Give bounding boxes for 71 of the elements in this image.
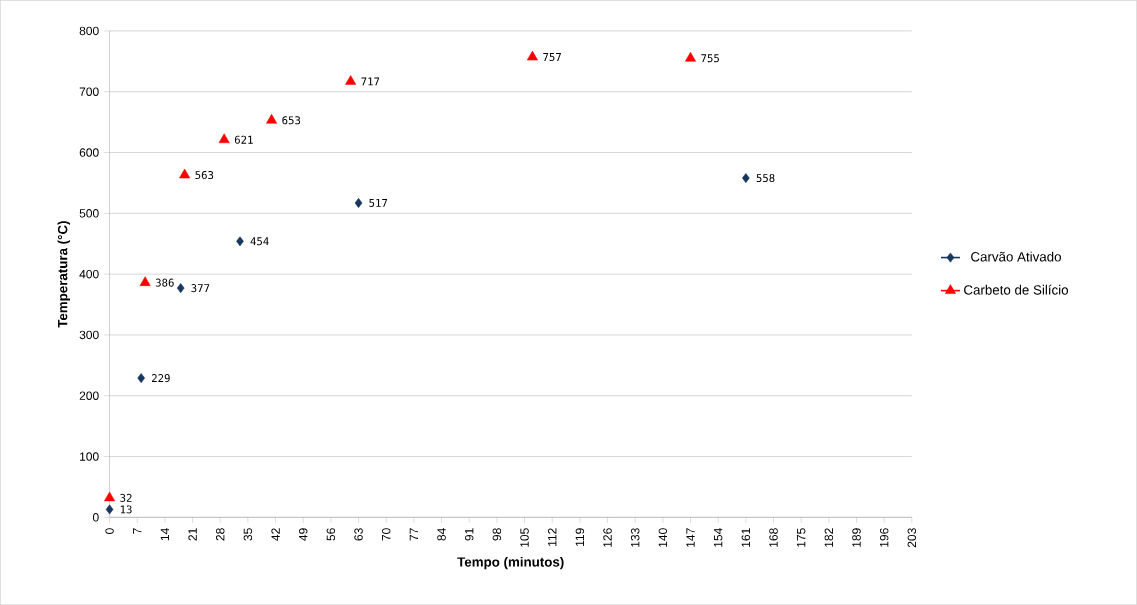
y-tick-label: 200 (79, 391, 99, 400)
data-label: 386 (155, 278, 174, 287)
point (685, 51, 696, 62)
point (137, 373, 145, 383)
point (266, 113, 278, 124)
x-tick-label: 196 (879, 528, 889, 547)
y-tick-label: 500 (79, 208, 99, 218)
x-tick-label: 14 (160, 527, 170, 541)
data-label: 377 (191, 283, 210, 293)
point (176, 283, 185, 293)
x-tick-label: 7 (133, 528, 142, 534)
x-tick-label: 133 (630, 528, 640, 547)
point (526, 50, 538, 61)
x-tick-label: 77 (409, 528, 418, 541)
legend-label: Carvão Ativado (971, 251, 1061, 262)
y-tick-label: 0 (92, 512, 99, 522)
x-tick-label: 175 (796, 528, 806, 547)
x-tick-label: 70 (381, 528, 391, 541)
x-tick-label: 112 (548, 528, 557, 546)
x-tick-label: 105 (520, 528, 529, 547)
data-label: 621 (234, 135, 253, 144)
x-tick-label: 28 (215, 528, 225, 541)
x-tick-label: 56 (326, 528, 336, 541)
x-tick-label: 119 (575, 528, 585, 546)
data-label: 755 (701, 54, 719, 63)
data-label: 717 (361, 77, 380, 86)
y-tick-label: 100 (80, 452, 99, 461)
x-tick-label: 161 (741, 528, 751, 547)
data-label: 517 (369, 198, 388, 207)
x-tick-label: 126 (603, 528, 612, 547)
x-tick-label: 84 (437, 527, 446, 541)
x-tick-label: 189 (852, 528, 861, 547)
x-tick-label: 49 (298, 528, 308, 541)
x-tick-label: 140 (658, 528, 668, 547)
y-axis-title: Temperatura (°C) (57, 221, 70, 328)
x-tick-label: 63 (354, 528, 363, 541)
x-tick-label: 154 (714, 527, 723, 547)
y-tick-label: 700 (79, 87, 99, 96)
point (218, 133, 230, 143)
point (345, 75, 357, 85)
x-tick-label: 182 (824, 528, 834, 547)
data-label: 563 (195, 170, 214, 179)
data-label: 558 (756, 173, 775, 182)
data-label: 454 (250, 237, 269, 246)
x-tick-label: 168 (769, 528, 778, 547)
x-tick-label: 21 (188, 528, 197, 541)
data-label: 653 (282, 116, 301, 125)
x-tick-label: 91 (464, 528, 474, 541)
y-tick-label: 400 (79, 269, 99, 279)
point (105, 504, 114, 515)
point (104, 491, 116, 502)
data-label: 32 (120, 493, 132, 502)
point (139, 276, 151, 286)
y-tick-label: 600 (79, 148, 99, 157)
y-tick-label: 300 (79, 330, 99, 340)
x-tick-label: 147 (686, 528, 695, 547)
x-tick-label: 0 (105, 528, 114, 534)
point (236, 236, 244, 247)
data-label: 229 (152, 373, 170, 383)
point (179, 168, 191, 179)
x-tick-label: 98 (492, 528, 502, 541)
x-tick-label: 35 (243, 528, 253, 541)
data-label: 13 (120, 505, 132, 514)
y-tick-label: 800 (79, 26, 99, 36)
x-tick-label: 42 (271, 528, 280, 541)
point (354, 197, 363, 208)
x-tick-label: 203 (907, 528, 917, 548)
legend-label: Carbeto de Silício (964, 284, 1069, 295)
point (742, 173, 750, 183)
x-axis-title: Tempo (minutos) (457, 556, 564, 570)
data-label: 757 (543, 52, 561, 61)
